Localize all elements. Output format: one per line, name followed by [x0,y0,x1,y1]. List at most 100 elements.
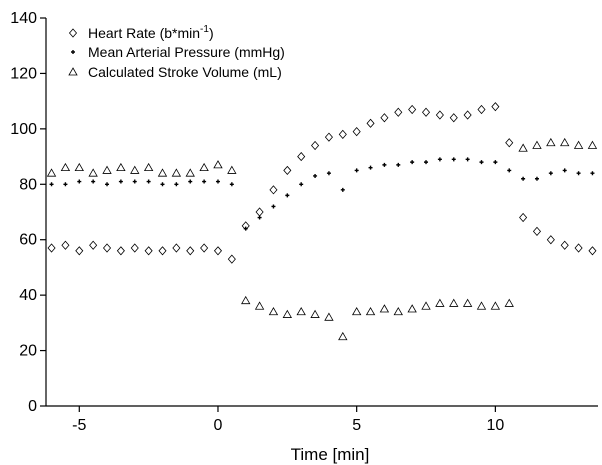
data-point-hr [505,138,514,148]
data-point-map [202,179,207,184]
data-point-map [49,182,54,187]
data-point-sv [573,140,584,149]
legend: Heart Rate (b*min-1) Mean Arterial Press… [68,24,285,80]
data-point-sv [213,160,223,169]
data-point-map [396,162,401,167]
data-point-map [174,182,179,187]
data-point-sv [490,301,501,310]
y-tick-label: 40 [19,287,37,304]
data-point-sv [185,168,195,177]
data-point-hr [255,207,264,217]
data-point-map [146,179,151,184]
data-point-map [479,160,484,165]
data-point-sv [157,168,168,177]
x-tick-label: 0 [214,417,223,434]
data-point-hr [324,132,333,142]
data-point-hr [366,118,375,128]
data-point-sv [296,306,306,316]
data-point-sv [130,165,140,174]
data-point-hr [311,140,320,151]
data-point-map [326,171,331,176]
legend-heart-rate-superscript: -1 [200,24,209,35]
data-point-hr [449,113,458,123]
data-point-hr [463,110,472,120]
data-point-map [507,168,512,173]
data-point-hr [352,127,361,137]
data-point-sv [587,140,598,149]
data-point-hr [200,243,209,253]
legend-marker-heart-rate [68,28,78,38]
data-point-hr [421,107,431,117]
data-point-hr [144,246,153,256]
axes [45,18,598,407]
y-tick-label: 20 [19,343,37,360]
data-point-map [63,182,68,187]
data-point-sv [435,298,445,307]
data-layer [46,102,598,341]
legend-marker-mean-arterial-pressure [71,50,75,54]
x-tick-label: 5 [352,417,361,434]
data-point-map [368,165,373,170]
data-point-map [576,171,581,176]
legend-label-heart-rate: Heart Rate (b*min-1) [88,24,214,41]
data-point-map [493,160,498,165]
data-point-map [91,179,96,184]
series-map [49,157,595,231]
data-point-sv [241,295,251,305]
data-point-sv [338,331,348,341]
legend-item-stroke-volume: Calculated Stroke Volume (mL) [68,64,282,80]
series-sv [46,137,598,341]
legend-item-heart-rate: Heart Rate (b*min-1) [68,24,214,41]
data-point-sv [46,168,57,177]
data-point-map [243,226,248,231]
data-point-sv [102,165,112,174]
y-tick-label: 120 [10,65,37,82]
x-tick-label: -5 [72,417,86,434]
data-point-sv [143,162,154,172]
data-point-sv [60,162,71,172]
legend-marker-plus [71,50,75,54]
data-point-sv [171,168,182,177]
data-point-hr [588,246,597,256]
data-point-sv [365,306,376,316]
data-point-sv [268,306,279,316]
data-point-hr [269,185,278,195]
data-point-map [271,204,276,209]
data-point-hr [491,102,500,112]
data-point-map [257,215,262,220]
data-point-map [534,176,539,181]
data-point-map [160,182,165,187]
data-point-hr [130,243,139,253]
data-point-map [451,157,456,162]
data-point-hr [283,165,292,176]
data-point-sv [462,298,473,307]
data-point-map [118,179,123,184]
ticks: 0 20 40 60 80 100 120 140 -5 0 5 10 [10,10,504,434]
data-point-hr [172,243,181,253]
data-point-hr [227,254,236,264]
legend-heart-rate-prefix: Heart Rate (b*min [88,25,200,41]
data-point-sv [546,137,556,147]
data-point-sv [532,140,542,149]
data-point-sv [407,304,417,313]
data-point-hr [519,212,528,223]
data-point-hr [338,129,347,140]
x-tick-label: 10 [486,417,504,434]
data-point-sv [282,309,293,318]
data-point-sv [351,306,362,316]
data-point-sv [227,165,237,174]
y-tick-label: 60 [19,232,37,249]
data-point-sv [504,298,514,307]
data-point-map [521,176,526,181]
data-point-hr [75,246,84,256]
data-point-hr [186,246,195,256]
data-point-hr [394,107,403,117]
data-point-hr [297,151,306,162]
data-point-hr [380,113,389,123]
data-point-map [340,187,345,192]
data-point-sv [88,168,98,177]
data-point-sv [74,162,84,172]
data-point-map [437,157,442,162]
y-tick-label: 80 [19,176,37,193]
data-point-sv [560,137,570,147]
